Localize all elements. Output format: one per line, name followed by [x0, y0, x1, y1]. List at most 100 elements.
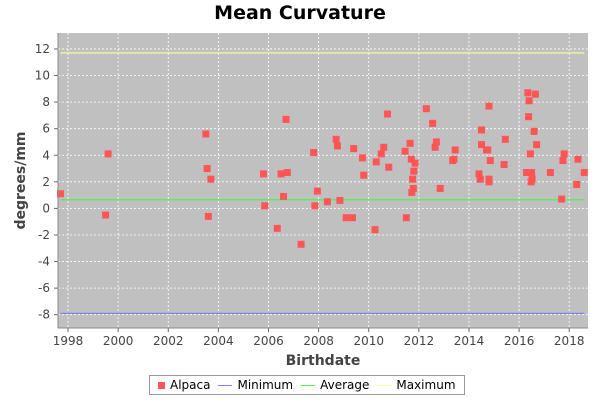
x-axis-label: Birthdate [286, 353, 361, 369]
alpaca-point [409, 175, 417, 183]
legend-label: Minimum [237, 378, 294, 392]
alpaca-point [410, 167, 418, 175]
legend-item-average: Average [301, 378, 369, 392]
alpaca-point [574, 155, 582, 163]
x-tick-label: 2010 [353, 334, 384, 348]
alpaca-point [525, 97, 533, 105]
plot-area [58, 33, 588, 328]
alpaca-point [501, 135, 509, 143]
alpaca-point [560, 150, 568, 158]
alpaca-point [500, 161, 508, 169]
alpaca-point [475, 170, 483, 178]
alpaca-point [411, 159, 419, 167]
alpaca-point [486, 157, 494, 165]
y-tick-label: -4 [38, 255, 50, 269]
alpaca-point [407, 155, 415, 163]
x-tick-label: 2014 [454, 334, 485, 348]
x-tick-label: 2000 [103, 334, 134, 348]
y-tick-label: -6 [38, 281, 50, 295]
alpaca-point [408, 188, 416, 196]
alpaca-point [102, 211, 110, 219]
alpaca-point [422, 105, 430, 113]
alpaca-point [406, 139, 414, 147]
legend-label: Maximum [396, 378, 456, 392]
legend-item-maximum: Maximum [377, 378, 456, 392]
alpaca-point [573, 180, 581, 188]
y-tick-label: -2 [38, 228, 50, 242]
chart-title: Mean Curvature [214, 2, 386, 24]
alpaca-point [273, 224, 281, 232]
alpaca-point [451, 146, 459, 154]
data-points [57, 89, 588, 248]
legend-swatch [301, 384, 316, 386]
alpaca-point [485, 175, 493, 183]
alpaca-point [297, 240, 305, 248]
alpaca-point [546, 169, 554, 177]
x-tick-label: 2002 [153, 334, 184, 348]
x-tick-label: 2006 [253, 334, 284, 348]
alpaca-point [202, 130, 210, 138]
alpaca-point [431, 143, 439, 151]
legend-item-alpaca: Alpaca [158, 378, 210, 392]
x-tick-label: 2004 [203, 334, 234, 348]
y-tick-label: 6 [42, 122, 50, 136]
alpaca-point [436, 184, 444, 192]
alpaca-point [104, 150, 112, 158]
alpaca-point [524, 89, 532, 97]
alpaca-point [476, 175, 484, 183]
x-tick-label: 1998 [53, 334, 84, 348]
x-tick-label: 2012 [404, 334, 435, 348]
alpaca-point [477, 141, 485, 149]
alpaca-point [401, 147, 409, 155]
alpaca-point [409, 184, 417, 192]
alpaca-point [313, 187, 321, 195]
alpaca-point [261, 202, 269, 210]
legend-label: Alpaca [170, 378, 211, 392]
alpaca-point [525, 113, 533, 121]
alpaca-point [323, 198, 331, 206]
x-tick-label: 2008 [303, 334, 334, 348]
alpaca-point [429, 119, 437, 127]
alpaca-point [350, 145, 358, 153]
alpaca-point [402, 214, 410, 222]
alpaca-point [530, 127, 538, 135]
alpaca-point [342, 214, 350, 222]
alpaca-point [204, 212, 212, 220]
alpaca-point [348, 214, 356, 222]
legend-item-minimum: Minimum [218, 378, 293, 392]
alpaca-point [311, 202, 319, 210]
alpaca-point [360, 171, 368, 179]
alpaca-point [450, 155, 458, 163]
alpaca-point [384, 110, 392, 118]
legend: Alpaca Minimum Average Maximum [149, 375, 465, 395]
alpaca-point [372, 158, 380, 166]
alpaca-point [371, 226, 379, 234]
alpaca-point [580, 169, 588, 177]
alpaca-point [57, 190, 65, 198]
alpaca-point [310, 149, 318, 157]
alpaca-point [484, 146, 492, 154]
y-tick-label: 4 [42, 148, 50, 162]
legend-label: Average [320, 378, 370, 392]
y-tick-label: 8 [42, 95, 50, 109]
reference-lines [60, 52, 585, 314]
alpaca-point [277, 170, 285, 178]
alpaca-point [485, 102, 493, 110]
legend-swatch [218, 384, 233, 386]
alpaca-point [332, 135, 340, 143]
alpaca-point [432, 138, 440, 146]
alpaca-point [282, 115, 290, 123]
y-tick-label: 12 [35, 42, 50, 56]
alpaca-point [526, 150, 534, 158]
alpaca-point [358, 154, 366, 162]
alpaca-point [528, 169, 536, 177]
y-tick-label: 10 [35, 69, 50, 83]
y-tick-label: 0 [42, 201, 50, 215]
alpaca-point [283, 169, 291, 177]
alpaca-point [559, 157, 567, 165]
alpaca-point [380, 143, 388, 151]
alpaca-point [533, 141, 541, 149]
legend-swatch [377, 384, 392, 386]
x-tick-label: 2018 [554, 334, 585, 348]
